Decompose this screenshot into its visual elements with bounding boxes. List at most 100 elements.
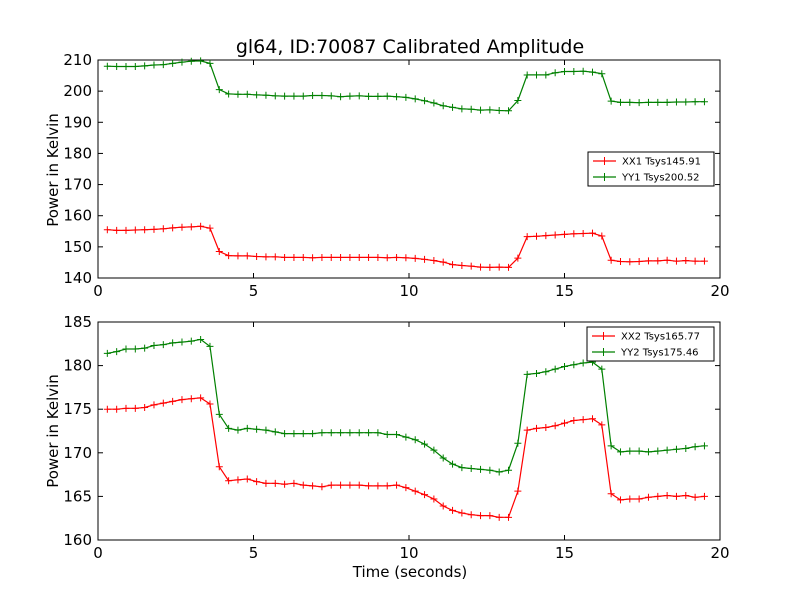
data-point	[103, 349, 111, 357]
data-point	[337, 429, 345, 437]
data-point	[337, 481, 345, 489]
data-point	[318, 253, 326, 261]
data-point	[113, 348, 121, 356]
data-point	[523, 71, 531, 79]
legend-label: XX2 Tsys165.77	[621, 332, 700, 343]
data-point	[299, 253, 307, 261]
data-point	[253, 425, 261, 433]
data-point	[700, 98, 708, 106]
data-point	[570, 417, 578, 425]
data-point	[570, 68, 578, 76]
data-point	[663, 446, 671, 454]
data-point	[131, 63, 139, 71]
data-point	[290, 430, 298, 438]
data-point	[131, 345, 139, 353]
data-point	[262, 253, 270, 261]
data-point	[439, 454, 447, 462]
data-point	[206, 400, 214, 408]
y-tick-label: 180	[63, 357, 92, 375]
data-point	[477, 465, 485, 473]
data-point	[150, 342, 158, 350]
data-point	[551, 422, 559, 430]
data-point	[421, 255, 429, 263]
data-point	[607, 490, 615, 498]
data-point	[365, 482, 373, 490]
x-tick-label: 0	[93, 282, 103, 300]
data-point	[579, 416, 587, 424]
data-point	[271, 92, 279, 100]
data-point	[411, 254, 419, 262]
data-point	[187, 223, 195, 231]
data-point	[309, 430, 317, 438]
series-line	[107, 60, 705, 112]
data-point	[616, 98, 624, 106]
data-point	[635, 99, 643, 107]
data-point	[262, 426, 270, 434]
data-point	[197, 394, 205, 402]
y-tick-label: 210	[63, 51, 92, 69]
data-point	[663, 256, 671, 264]
data-point	[234, 90, 242, 98]
data-point	[243, 475, 251, 483]
data-point	[458, 464, 466, 472]
data-point	[178, 396, 186, 404]
data-point	[626, 98, 634, 106]
data-point	[206, 342, 214, 350]
legend-marker	[599, 348, 608, 356]
data-point	[103, 62, 111, 70]
data-point	[337, 93, 345, 101]
data-point	[542, 232, 550, 240]
data-point	[477, 106, 485, 114]
data-point	[561, 68, 568, 76]
data-point	[243, 252, 251, 260]
data-point	[318, 483, 326, 491]
data-point	[477, 512, 485, 520]
data-point	[346, 253, 354, 261]
data-point	[682, 257, 690, 265]
data-point	[374, 253, 382, 261]
y-tick-label: 165	[63, 487, 92, 505]
data-point	[215, 248, 223, 256]
data-point	[439, 258, 447, 266]
data-point	[533, 424, 541, 432]
data-point	[150, 401, 158, 409]
x-tick-label: 10	[399, 544, 418, 562]
data-point	[505, 466, 513, 474]
data-point	[253, 478, 261, 486]
y-tick-label: 160	[63, 531, 92, 549]
data-point	[616, 448, 624, 456]
data-point	[430, 495, 438, 503]
data-point	[551, 231, 559, 239]
data-point	[421, 440, 429, 448]
data-point	[225, 90, 233, 98]
data-point	[234, 426, 242, 434]
data-point	[402, 433, 410, 441]
x-tick-label: 10	[399, 282, 418, 300]
data-point	[598, 70, 606, 78]
data-point	[393, 253, 401, 261]
data-point	[467, 262, 475, 270]
data-point	[169, 397, 177, 405]
data-point	[449, 506, 457, 514]
data-point	[327, 429, 335, 437]
chart-panel-top: gl64, ID:70087 Calibrated Amplitude Powe…	[44, 36, 730, 300]
data-point	[514, 439, 522, 447]
data-point	[281, 92, 289, 100]
data-point	[486, 466, 494, 474]
data-point	[122, 63, 130, 71]
y-tick-label: 160	[63, 207, 92, 225]
data-point	[626, 495, 634, 503]
legend: XX1 Tsys145.91 YY1 Tsys200.52	[587, 151, 715, 187]
data-point	[159, 341, 167, 349]
data-point	[691, 98, 699, 106]
data-point	[644, 257, 652, 265]
data-point	[663, 98, 671, 106]
data-point	[691, 443, 699, 451]
y-tick-label: 170	[63, 176, 92, 194]
data-point	[626, 258, 634, 266]
data-point	[197, 57, 205, 65]
data-point	[374, 92, 382, 100]
data-point	[486, 106, 494, 114]
y-axis-label: Power in Kelvin	[44, 374, 62, 488]
data-point	[393, 481, 401, 489]
